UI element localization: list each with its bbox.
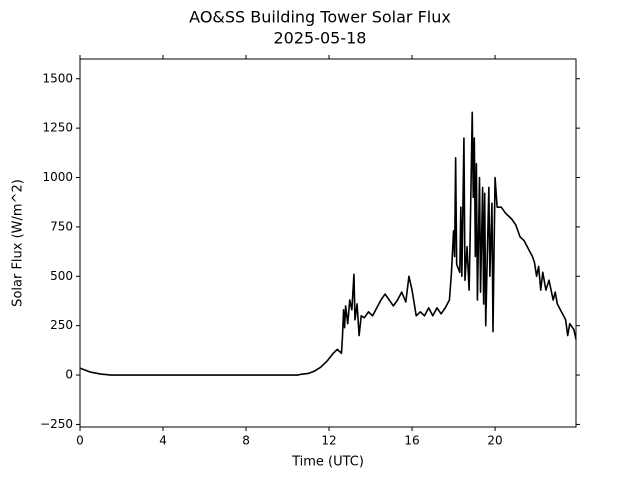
y-tick-label: 0 bbox=[65, 368, 73, 382]
y-tick-label: −250 bbox=[40, 417, 73, 431]
data-line bbox=[79, 111, 577, 376]
y-axis-label: Solar Flux (W/m^2) bbox=[11, 179, 26, 307]
y-tick-label: 1250 bbox=[42, 121, 73, 135]
x-axis-label: Time (UTC) bbox=[291, 455, 364, 470]
x-tick-label: 20 bbox=[487, 434, 502, 448]
chart-subtitle: 2025-05-18 bbox=[274, 29, 367, 48]
x-tick-label: 12 bbox=[321, 434, 336, 448]
x-tick-label: 0 bbox=[76, 434, 84, 448]
y-tick-label: 1000 bbox=[42, 170, 73, 184]
y-tick-label: 750 bbox=[50, 219, 73, 233]
x-tick-label: 4 bbox=[159, 434, 167, 448]
x-tick-label: 8 bbox=[242, 434, 250, 448]
plot-frame bbox=[79, 58, 577, 428]
x-tick-label: 16 bbox=[404, 434, 419, 448]
y-tick-label: 1500 bbox=[42, 71, 73, 85]
y-tick-label: 250 bbox=[50, 318, 73, 332]
y-tick-label: 500 bbox=[50, 269, 73, 283]
chart-title: AO&SS Building Tower Solar Flux bbox=[189, 8, 451, 27]
